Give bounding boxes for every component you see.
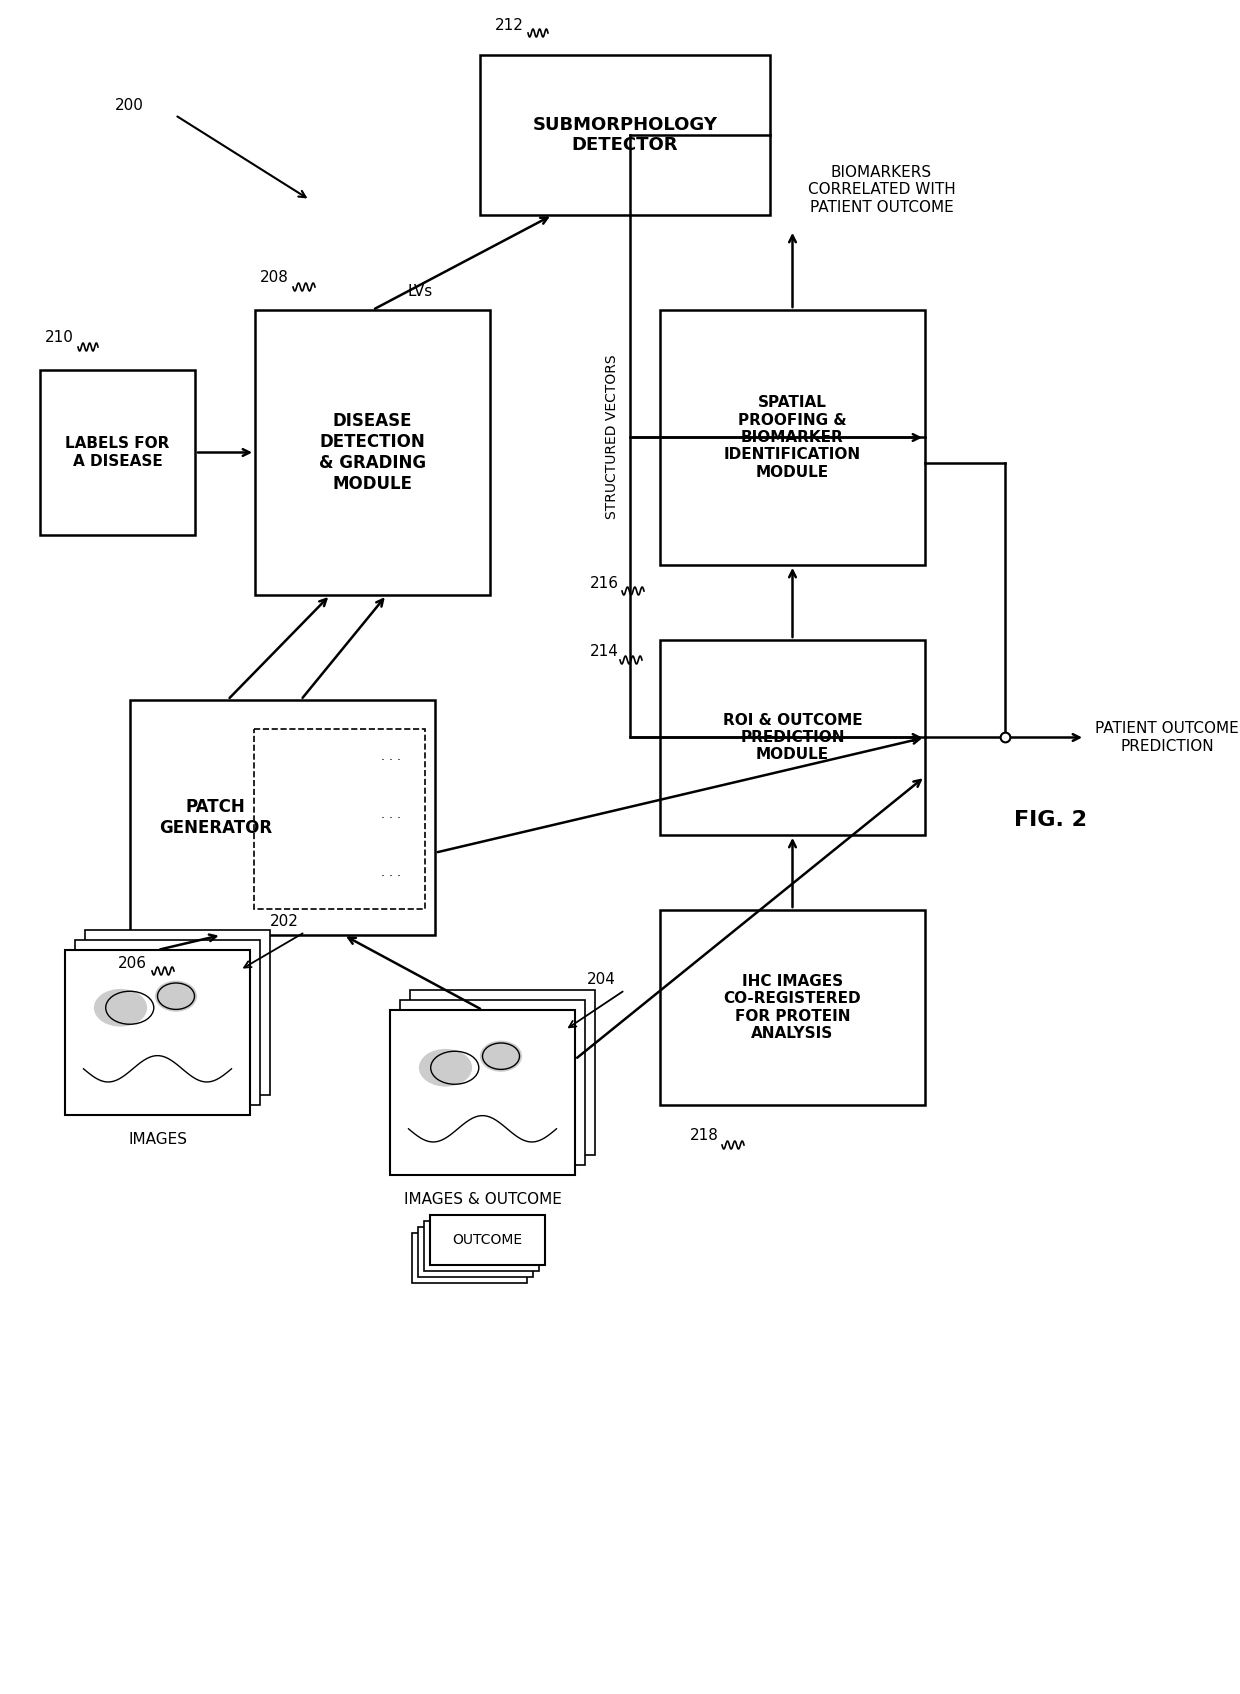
- Ellipse shape: [481, 1042, 521, 1071]
- Bar: [86, 930, 270, 1094]
- Text: BIOMARKERS
CORRELATED WITH
PATIENT OUTCOME: BIOMARKERS CORRELATED WITH PATIENT OUTCO…: [807, 164, 955, 215]
- Bar: [130, 700, 435, 935]
- Text: 208: 208: [260, 271, 289, 286]
- Bar: [418, 1226, 533, 1277]
- Bar: [260, 793, 312, 845]
- Text: 214: 214: [590, 644, 619, 659]
- Bar: [64, 950, 250, 1115]
- Text: PATCH
GENERATOR: PATCH GENERATOR: [159, 798, 272, 837]
- Text: SUBMORPHOLOGY
DETECTOR: SUBMORPHOLOGY DETECTOR: [532, 115, 718, 154]
- Bar: [412, 1233, 527, 1282]
- Text: LABELS FOR
A DISEASE: LABELS FOR A DISEASE: [66, 437, 170, 469]
- Bar: [660, 640, 925, 835]
- Text: ROI & OUTCOME
PREDICTION
MODULE: ROI & OUTCOME PREDICTION MODULE: [723, 713, 862, 762]
- Bar: [260, 735, 312, 788]
- Text: PATIENT OUTCOME
PREDICTION: PATIENT OUTCOME PREDICTION: [1095, 722, 1239, 754]
- Bar: [254, 728, 425, 910]
- Bar: [401, 999, 585, 1165]
- Text: STRUCTURED VECTORS: STRUCTURED VECTORS: [605, 354, 619, 518]
- Bar: [660, 910, 925, 1104]
- Bar: [317, 735, 370, 788]
- Text: 202: 202: [270, 915, 299, 930]
- Bar: [260, 850, 312, 903]
- Text: 218: 218: [689, 1128, 719, 1142]
- Text: 210: 210: [45, 330, 74, 346]
- Text: IMAGES & OUTCOME: IMAGES & OUTCOME: [403, 1193, 562, 1208]
- Bar: [40, 369, 195, 535]
- Text: 204: 204: [587, 972, 616, 988]
- Bar: [660, 310, 925, 566]
- Text: FIG. 2: FIG. 2: [1013, 810, 1086, 830]
- Text: 212: 212: [495, 17, 523, 32]
- Text: LVs: LVs: [408, 285, 433, 300]
- Text: DISEASE
DETECTION
& GRADING
MODULE: DISEASE DETECTION & GRADING MODULE: [319, 412, 427, 493]
- Bar: [317, 850, 370, 903]
- Text: 216: 216: [590, 576, 619, 591]
- Bar: [391, 1010, 575, 1176]
- Ellipse shape: [156, 981, 196, 1011]
- Text: 206: 206: [118, 955, 148, 971]
- Text: 200: 200: [115, 98, 144, 112]
- Bar: [480, 54, 770, 215]
- Text: OUTCOME: OUTCOME: [453, 1233, 522, 1247]
- Ellipse shape: [419, 1050, 471, 1086]
- Text: IMAGES: IMAGES: [128, 1133, 187, 1147]
- Bar: [255, 310, 490, 595]
- Text: · · ·: · · ·: [381, 871, 401, 884]
- Bar: [410, 989, 595, 1155]
- Ellipse shape: [94, 989, 146, 1027]
- Bar: [430, 1215, 546, 1265]
- Text: · · ·: · · ·: [381, 754, 401, 767]
- Bar: [74, 940, 260, 1104]
- Bar: [317, 793, 370, 845]
- Text: · · ·: · · ·: [381, 813, 401, 825]
- Bar: [424, 1221, 539, 1270]
- Text: IHC IMAGES
CO-REGISTERED
FOR PROTEIN
ANALYSIS: IHC IMAGES CO-REGISTERED FOR PROTEIN ANA…: [724, 974, 862, 1042]
- Text: SPATIAL
PROOFING &
BIOMARKER
IDENTIFICATION
MODULE: SPATIAL PROOFING & BIOMARKER IDENTIFICAT…: [724, 395, 861, 479]
